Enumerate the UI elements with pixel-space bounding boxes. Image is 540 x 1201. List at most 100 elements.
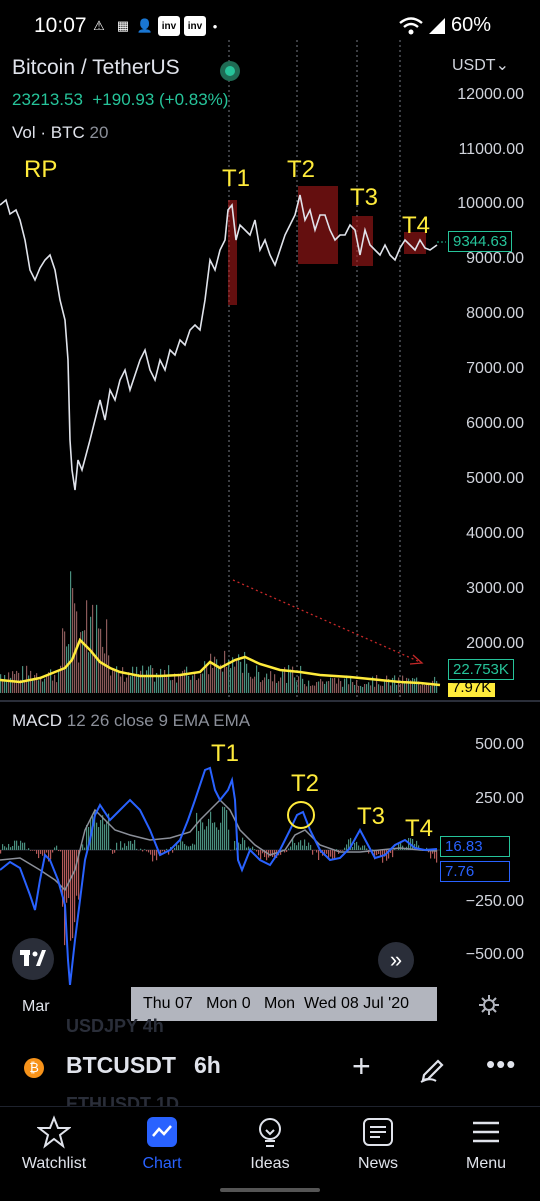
macd-histogram-bar	[194, 845, 195, 850]
volume-bar	[106, 619, 107, 693]
volume-bar	[404, 683, 405, 693]
macd-histogram-bar	[84, 848, 85, 850]
volume-badge: 22.753K	[448, 659, 514, 680]
macd-histogram-bar	[436, 850, 437, 863]
nav-menu[interactable]: Menu	[436, 1115, 536, 1173]
macd-chart[interactable]	[0, 730, 440, 985]
macd-histogram-bar	[74, 850, 75, 922]
volume-bar	[380, 686, 381, 693]
macd-histogram-bar	[130, 841, 131, 850]
macd-histogram-bar	[296, 845, 297, 850]
volume-bar	[210, 654, 211, 693]
macd-histogram-bar	[360, 848, 361, 850]
battery-percent: 60%	[451, 14, 491, 37]
macd-t4-annotation[interactable]: T4	[405, 815, 433, 843]
macd-t1-annotation[interactable]: T1	[211, 740, 239, 768]
macd-histogram-bar	[172, 850, 173, 853]
volume-bar	[376, 675, 377, 693]
nav-news[interactable]: News	[328, 1115, 428, 1173]
interval-select[interactable]: 6h	[194, 1052, 221, 1079]
t3-annotation[interactable]: T3	[350, 184, 378, 212]
volume-bar	[408, 679, 409, 693]
gesture-handle[interactable]	[220, 1188, 320, 1192]
macd-histogram-bar	[288, 848, 289, 850]
macd-histogram-bar	[140, 849, 141, 850]
macd-histogram-bar	[40, 850, 41, 854]
price-axis-label: 8000.00	[434, 305, 524, 323]
nav-watchlist[interactable]: Watchlist	[4, 1115, 104, 1173]
add-indicator-button[interactable]: +	[352, 1048, 371, 1085]
macd-histogram-bar	[18, 846, 19, 850]
volume-bar	[122, 667, 123, 693]
volume-bar	[52, 681, 53, 693]
nav-ideas[interactable]: Ideas	[220, 1115, 320, 1173]
volume-bar	[384, 680, 385, 693]
volume-bar	[180, 676, 181, 693]
macd-histogram-bar	[12, 846, 13, 850]
macd-histogram-bar	[372, 849, 373, 850]
macd-histogram-bar	[52, 850, 53, 853]
volume-bar	[118, 671, 119, 693]
macd-histogram-bar	[312, 850, 313, 855]
volume-bar	[276, 683, 277, 693]
rp-annotation[interactable]: RP	[24, 156, 57, 184]
scroll-to-realtime-button[interactable]: »	[378, 942, 414, 978]
macd-histogram-bar	[136, 849, 137, 850]
currency-select[interactable]: USDT⌄	[452, 55, 509, 75]
time-axis-start: Mar	[22, 998, 50, 1016]
macd-t3-annotation[interactable]: T3	[357, 803, 385, 831]
volume-bar	[310, 686, 311, 693]
macd-histogram-bar	[150, 850, 151, 855]
nav-label: Watchlist	[22, 1155, 86, 1172]
volume-bar	[0, 674, 1, 693]
volume-bar	[96, 605, 97, 693]
macd-histogram-bar	[326, 850, 327, 854]
macd-histogram-bar	[400, 843, 401, 850]
settings-gear-icon[interactable]	[478, 994, 500, 1016]
bitcoin-icon: ₿	[24, 1058, 44, 1078]
symbol-title[interactable]: Bitcoin / TetherUS	[12, 56, 180, 80]
volume-bar	[296, 682, 297, 693]
macd-value-badge: 16.83	[440, 836, 510, 857]
more-options-button[interactable]: •••	[486, 1049, 516, 1080]
macd-t2-annotation[interactable]: T2	[291, 770, 319, 798]
volume-bar	[38, 680, 39, 693]
macd-histogram-bar	[122, 848, 123, 850]
chart-icon	[145, 1115, 179, 1149]
volume-bar	[366, 684, 367, 693]
volume-bar	[236, 661, 237, 693]
volume-indicator-label[interactable]: Vol · BTC 20	[12, 123, 108, 143]
symbol-name[interactable]: BTCUSDT	[66, 1052, 176, 1079]
macd-histogram-bar	[26, 849, 27, 850]
volume-bar	[304, 684, 305, 693]
macd-histogram-bar	[120, 841, 121, 850]
volume-bar	[300, 666, 301, 693]
news-icon	[361, 1115, 395, 1149]
t1-annotation[interactable]: T1	[222, 165, 250, 193]
volume-bar	[298, 676, 299, 693]
tradingview-logo-button[interactable]	[12, 938, 54, 980]
macd-histogram-bar	[50, 850, 51, 859]
macd-histogram-bar	[202, 822, 203, 850]
pane-divider[interactable]	[0, 700, 540, 702]
macd-histogram-bar	[198, 831, 199, 850]
t4-annotation[interactable]: T4	[402, 212, 430, 240]
macd-histogram-bar	[290, 847, 291, 850]
nav-chart[interactable]: Chart	[112, 1115, 212, 1173]
volume-bar	[6, 682, 7, 693]
alert-icon: ⚠	[90, 16, 108, 36]
drawing-tools-button[interactable]	[418, 1053, 448, 1083]
price-axis-label: 7000.00	[434, 360, 524, 378]
volume-bar	[254, 677, 255, 693]
macd-indicator-label[interactable]: MACD 12 26 close 9 EMA EMA	[12, 711, 250, 731]
volume-bar	[350, 676, 351, 693]
volume-bar	[2, 681, 3, 693]
macd-histogram-bar	[28, 848, 29, 850]
macd-histogram-bar	[244, 840, 245, 850]
volume-bar	[328, 681, 329, 693]
macd-histogram-bar	[100, 820, 101, 850]
macd-histogram-bar	[76, 850, 77, 896]
t2-annotation[interactable]: T2	[287, 156, 315, 184]
double-chevron-right-icon: »	[390, 947, 402, 973]
macd-histogram-bar	[316, 850, 317, 852]
